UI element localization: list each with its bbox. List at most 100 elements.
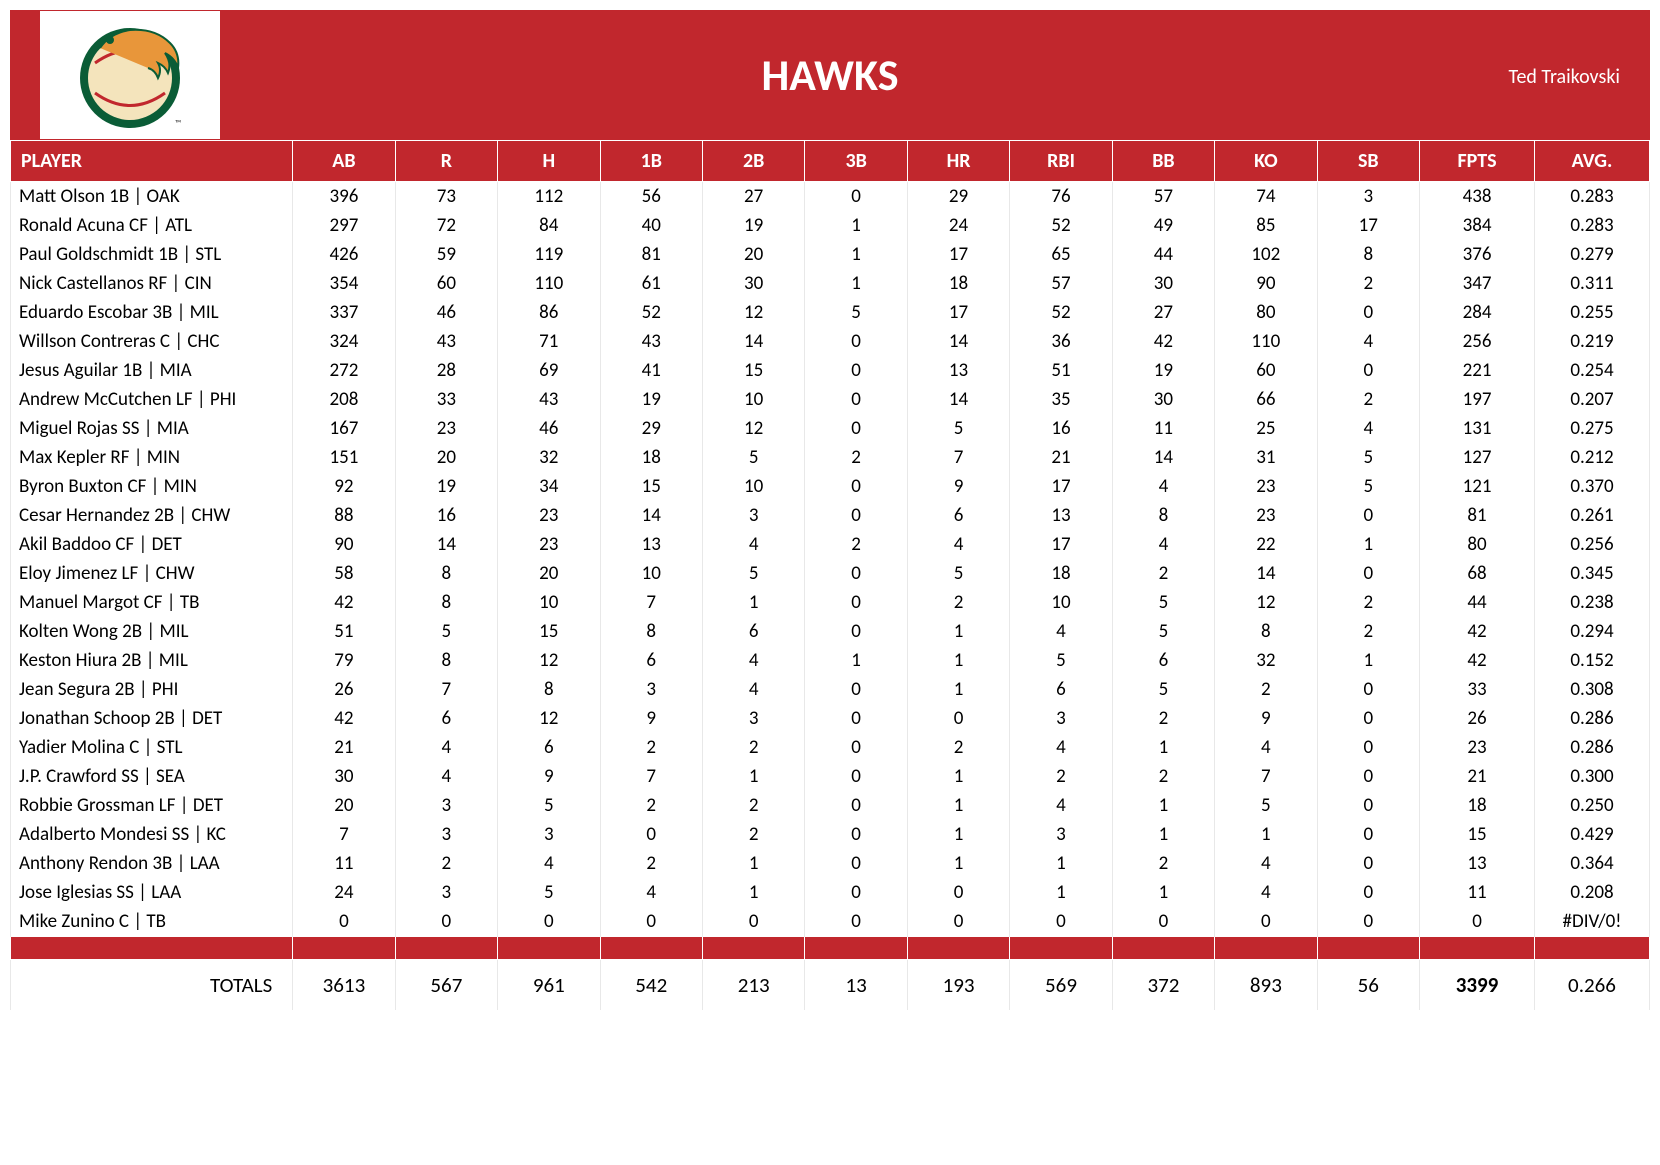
stat-cell-r: 8: [395, 588, 497, 617]
stat-cell-rbi: 17: [1010, 530, 1112, 559]
stat-cell-ko: 31: [1215, 443, 1317, 472]
stat-cell-fpts: 23: [1420, 733, 1535, 762]
totals-bb: 372: [1112, 960, 1214, 1011]
stat-cell-b2: 2: [702, 733, 804, 762]
totals-b2: 213: [702, 960, 804, 1011]
table-row: Jose Iglesias SS | LAA243541001140110.20…: [11, 878, 1650, 907]
table-row: Keston Hiura 2B | MIL79812641156321420.1…: [11, 646, 1650, 675]
header-row: PLAYER AB R H 1B 2B 3B HR RBI BB KO SB F…: [11, 141, 1650, 182]
stat-cell-rbi: 3: [1010, 820, 1112, 849]
stat-cell-b1: 10: [600, 559, 702, 588]
stat-cell-fpts: 256: [1420, 327, 1535, 356]
col-h: H: [498, 141, 600, 182]
stat-cell-ko: 74: [1215, 182, 1317, 212]
stat-cell-bb: 42: [1112, 327, 1214, 356]
totals-sb: 56: [1317, 960, 1419, 1011]
stat-cell-h: 119: [498, 240, 600, 269]
table-row: Byron Buxton CF | MIN9219341510091742351…: [11, 472, 1650, 501]
player-cell: Max Kepler RF | MIN: [11, 443, 293, 472]
stat-cell-ab: 0: [293, 907, 395, 937]
stat-cell-b2: 12: [702, 414, 804, 443]
stat-cell-h: 34: [498, 472, 600, 501]
stat-cell-ab: 426: [293, 240, 395, 269]
stat-cell-fpts: 18: [1420, 791, 1535, 820]
stat-cell-b3: 0: [805, 414, 907, 443]
player-cell: Byron Buxton CF | MIN: [11, 472, 293, 501]
stat-cell-b1: 41: [600, 356, 702, 385]
table-row: Andrew McCutchen LF | PHI208334319100143…: [11, 385, 1650, 414]
stat-cell-sb: 0: [1317, 849, 1419, 878]
stat-cell-avg: 0.300: [1535, 762, 1650, 791]
stat-cell-fpts: 284: [1420, 298, 1535, 327]
table-row: Akil Baddoo CF | DET90142313424174221800…: [11, 530, 1650, 559]
stat-cell-h: 8: [498, 675, 600, 704]
player-cell: Robbie Grossman LF | DET: [11, 791, 293, 820]
stat-cell-h: 23: [498, 501, 600, 530]
stat-cell-sb: 4: [1317, 414, 1419, 443]
stat-cell-h: 5: [498, 878, 600, 907]
stat-cell-b2: 1: [702, 588, 804, 617]
stat-cell-r: 43: [395, 327, 497, 356]
table-row: Yadier Molina C | STL214622024140230.286: [11, 733, 1650, 762]
stat-cell-hr: 5: [907, 414, 1009, 443]
stat-cell-sb: 17: [1317, 211, 1419, 240]
table-row: Eloy Jimenez LF | CHW5882010505182140680…: [11, 559, 1650, 588]
totals-label: TOTALS: [11, 960, 293, 1011]
stat-cell-avg: 0.286: [1535, 704, 1650, 733]
stat-cell-avg: 0.254: [1535, 356, 1650, 385]
stat-cell-b2: 1: [702, 849, 804, 878]
stat-cell-rbi: 4: [1010, 791, 1112, 820]
stat-cell-sb: 0: [1317, 298, 1419, 327]
stat-cell-b3: 0: [805, 182, 907, 212]
stat-cell-b3: 2: [805, 443, 907, 472]
stat-cell-bb: 14: [1112, 443, 1214, 472]
stat-cell-b2: 5: [702, 443, 804, 472]
stat-cell-avg: 0.212: [1535, 443, 1650, 472]
stat-cell-rbi: 4: [1010, 733, 1112, 762]
col-avg: AVG.: [1535, 141, 1650, 182]
stat-cell-bb: 1: [1112, 733, 1214, 762]
stat-cell-ko: 23: [1215, 501, 1317, 530]
stat-cell-ab: 151: [293, 443, 395, 472]
stat-cell-b1: 43: [600, 327, 702, 356]
player-cell: Andrew McCutchen LF | PHI: [11, 385, 293, 414]
stat-cell-sb: 0: [1317, 762, 1419, 791]
totals-b3: 13: [805, 960, 907, 1011]
stat-cell-b1: 2: [600, 849, 702, 878]
stat-cell-hr: 14: [907, 385, 1009, 414]
stat-cell-b1: 15: [600, 472, 702, 501]
stat-cell-ko: 8: [1215, 617, 1317, 646]
stat-cell-bb: 49: [1112, 211, 1214, 240]
stat-cell-ko: 85: [1215, 211, 1317, 240]
stat-cell-b3: 0: [805, 849, 907, 878]
stat-cell-h: 110: [498, 269, 600, 298]
stat-cell-h: 12: [498, 646, 600, 675]
player-cell: Kolten Wong 2B | MIL: [11, 617, 293, 646]
stat-cell-b2: 5: [702, 559, 804, 588]
stat-cell-b1: 40: [600, 211, 702, 240]
stat-cell-avg: 0.238: [1535, 588, 1650, 617]
stat-cell-b1: 4: [600, 878, 702, 907]
stat-cell-ko: 0: [1215, 907, 1317, 937]
table-row: Ronald Acuna CF | ATL2977284401912452498…: [11, 211, 1650, 240]
stat-cell-r: 33: [395, 385, 497, 414]
player-cell: Mike Zunino C | TB: [11, 907, 293, 937]
player-cell: Yadier Molina C | STL: [11, 733, 293, 762]
stat-cell-r: 3: [395, 791, 497, 820]
stat-cell-sb: 0: [1317, 501, 1419, 530]
stat-cell-h: 12: [498, 704, 600, 733]
stat-cell-avg: 0.283: [1535, 182, 1650, 212]
stat-cell-r: 19: [395, 472, 497, 501]
totals-row: TOTALS3613567961542213131935693728935633…: [11, 960, 1650, 1011]
stat-cell-rbi: 2: [1010, 762, 1112, 791]
stat-cell-b2: 30: [702, 269, 804, 298]
table-row: Jonathan Schoop 2B | DET4261293003290260…: [11, 704, 1650, 733]
logo-icon: ™: [60, 18, 200, 133]
stat-cell-ab: 30: [293, 762, 395, 791]
table-row: Manuel Margot CF | TB428107102105122440.…: [11, 588, 1650, 617]
stat-cell-r: 46: [395, 298, 497, 327]
stat-cell-r: 4: [395, 762, 497, 791]
stat-cell-avg: 0.294: [1535, 617, 1650, 646]
table-row: Kolten Wong 2B | MIL5151586014582420.294: [11, 617, 1650, 646]
stat-cell-ko: 32: [1215, 646, 1317, 675]
